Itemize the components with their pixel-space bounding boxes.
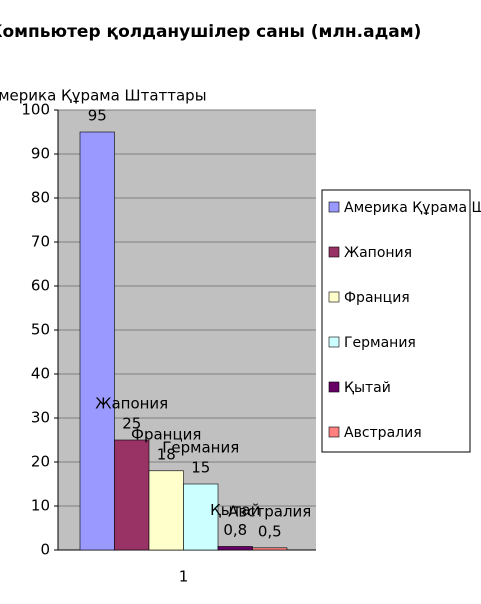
y-tick-label: 20 [31,453,50,471]
y-tick-label: 60 [31,277,50,295]
y-tick-label: 30 [31,409,50,427]
data-label-value: 0,5 [258,522,282,540]
legend-swatch [328,201,340,213]
y-tick-label: 70 [31,233,50,251]
chart-title: Компьютер қолданушілер саны (млн.адам) [0,22,421,42]
legend-label: Америка Құрама Штаттары [344,200,481,216]
y-tick-label: 40 [31,365,50,383]
legend-label: Франция [344,290,410,306]
data-label-name: Жапония [95,395,168,413]
legend-label: Жапония [344,245,412,261]
data-label-value: 15 [191,459,210,477]
data-label-name: Қытай [210,501,260,519]
legend-label: Германия [344,335,416,351]
data-label-name: Австралия [228,502,311,520]
x-tick-label: 1 [179,568,189,586]
legend-swatch [328,246,340,258]
y-tick-label: 0 [40,541,50,559]
bar [183,483,219,551]
data-label-value: 0,8 [223,521,247,539]
legend-label: Австралия [344,425,422,441]
data-label-name: Америка Құрама Штаттары [0,87,207,105]
y-tick-label: 100 [21,101,50,119]
legend-swatch [328,291,340,303]
data-label-name: Германия [162,439,239,457]
legend-swatch [328,336,340,348]
y-tick-label: 80 [31,189,50,207]
y-tick-label: 50 [31,321,50,339]
bar [79,131,115,551]
legend-swatch [328,381,340,393]
legend-swatch [328,426,340,438]
y-tick-label: 10 [31,497,50,515]
bar [252,547,288,551]
y-tick-label: 90 [31,145,50,163]
bar [114,439,150,551]
data-label-value: 18 [157,445,176,463]
legend [321,189,471,453]
bar [148,470,184,551]
data-label-value: 25 [122,415,141,433]
data-label-value: 95 [88,107,107,125]
bar [217,546,253,551]
data-label-name: Франция [131,425,201,443]
legend-label: Қытай [344,380,391,396]
